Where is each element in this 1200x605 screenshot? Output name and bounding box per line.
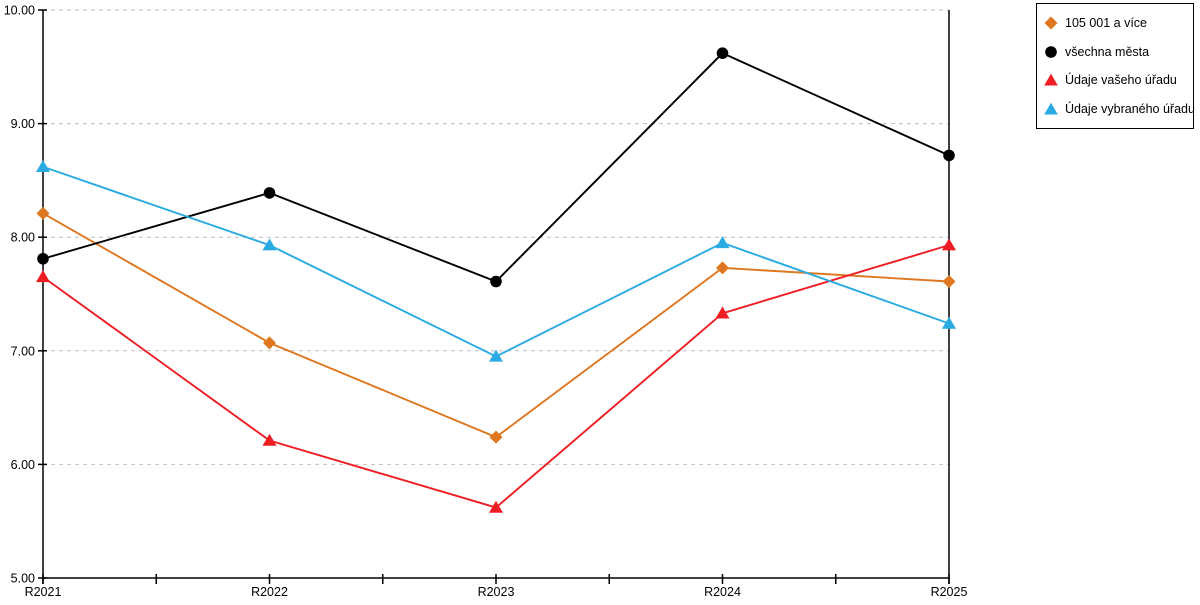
data-point-marker	[489, 500, 503, 513]
data-point-marker	[943, 149, 955, 162]
x-axis-tick-label: R2021	[25, 585, 62, 599]
legend-item: Údaje vašeho úřadu	[1044, 66, 1189, 95]
series-line	[42, 165, 950, 358]
data-point-marker	[262, 238, 277, 251]
series-triangle	[36, 159, 956, 362]
data-point-marker	[263, 336, 276, 350]
data-point-marker	[942, 238, 956, 251]
data-point-marker	[489, 349, 503, 362]
y-axis-tick-label: 7.00	[11, 344, 35, 358]
data-point-marker	[715, 236, 730, 249]
legend-item: všechna města	[1044, 38, 1189, 67]
data-point-marker	[37, 252, 49, 265]
y-axis-tick-label: 5.00	[11, 572, 35, 586]
y-axis-tick-label: 8.00	[11, 231, 35, 245]
x-axis-tick-label: R2023	[478, 585, 515, 599]
legend-item-label: všechna města	[1065, 44, 1150, 59]
data-point-marker	[36, 159, 50, 172]
data-point-marker	[263, 187, 276, 199]
legend-item: 105 001 a více	[1044, 9, 1189, 38]
legend-marker-triangle-icon	[1044, 102, 1058, 116]
diamond-icon	[1044, 16, 1058, 30]
y-axis-tick-label: 9.00	[11, 117, 35, 131]
y-axis-tick-label: 6.00	[11, 458, 35, 472]
x-axis-tick-label: R2022	[251, 585, 288, 599]
series-triangle	[36, 238, 956, 513]
data-point-marker	[942, 275, 956, 289]
legend-item-label: 105 001 a více	[1065, 16, 1148, 31]
series-line	[42, 52, 950, 283]
data-point-marker	[716, 47, 729, 59]
series-line	[42, 212, 950, 439]
circle-icon	[1045, 45, 1057, 58]
data-point-marker	[489, 430, 503, 444]
legend: 105 001 a více všechna města Údaje vašeh…	[1036, 3, 1195, 129]
data-point-marker	[716, 261, 729, 275]
data-point-marker	[262, 433, 277, 446]
legend-marker-circle-icon	[1044, 45, 1058, 59]
y-axis-tick-label: 10.00	[4, 4, 35, 18]
data-point-marker	[490, 275, 502, 288]
triangle-icon	[1044, 74, 1058, 86]
data-point-marker	[36, 206, 50, 220]
x-axis-tick-label: R2024	[704, 585, 741, 599]
data-point-marker	[715, 306, 730, 319]
series-circle	[37, 47, 955, 288]
x-axis-tick-label: R2025	[931, 585, 968, 599]
legend-marker-diamond-icon	[1044, 16, 1058, 30]
legend-item-label: Údaje vašeho úřadu	[1065, 73, 1177, 88]
data-point-marker	[36, 270, 50, 283]
series-diamond	[36, 206, 956, 444]
legend-item-label: Údaje vybraného úřadu	[1065, 101, 1195, 116]
legend-marker-triangle-icon	[1044, 73, 1058, 87]
triangle-icon	[1044, 102, 1058, 115]
data-point-marker	[942, 316, 956, 329]
legend-item: Údaje vybraného úřadu	[1044, 95, 1195, 124]
